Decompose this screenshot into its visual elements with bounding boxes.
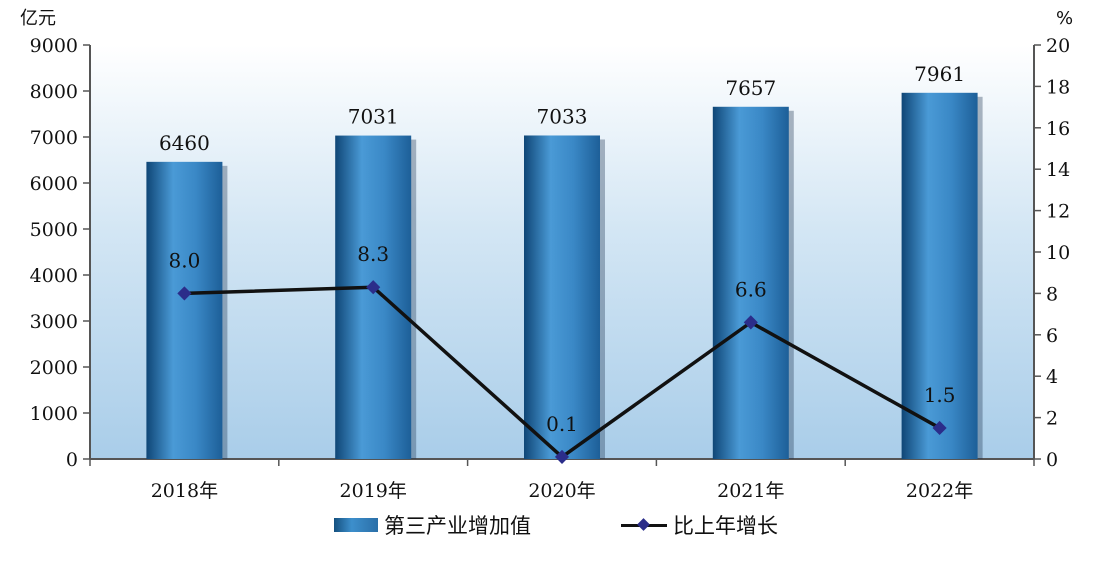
left-tick-label: 3000 xyxy=(30,311,78,333)
right-tick-label: 8 xyxy=(1046,283,1058,305)
growth-point xyxy=(932,420,947,436)
growth-point xyxy=(743,315,758,330)
left-tick-label: 0 xyxy=(66,449,78,471)
chart: 0 1000 2000 3000 4000 5000 6000 7000 8000 9000 0 2 4… xyxy=(20,8,1073,500)
right-tick-label: 2 xyxy=(1046,408,1058,430)
right-tick-label: 12 xyxy=(1046,201,1070,223)
growth-value-label: 8.3 xyxy=(357,242,389,266)
legend-bar-label: 第三产业增加值 xyxy=(384,514,531,538)
right-tick-label: 18 xyxy=(1046,76,1070,98)
right-tick-label: 20 xyxy=(1046,35,1070,57)
left-tick-label: 7000 xyxy=(30,127,78,149)
x-tick-label: 2022年 xyxy=(906,480,973,500)
bar-value-label: 7657 xyxy=(725,76,776,100)
bar-value-label: 7033 xyxy=(537,104,588,128)
bar xyxy=(146,161,223,459)
right-axis-unit: % xyxy=(1056,8,1073,29)
legend-item-bar: 第三产业增加值 xyxy=(334,510,531,540)
right-tick-label: 0 xyxy=(1046,449,1058,471)
left-tick-label: 9000 xyxy=(30,35,78,57)
growth-value-label: 8.0 xyxy=(168,248,200,272)
legend: 第三产业增加值 比上年增长 xyxy=(0,505,1112,545)
bar-value-label: 7031 xyxy=(348,105,399,129)
bar xyxy=(524,135,600,459)
bar xyxy=(335,135,412,459)
bar xyxy=(901,92,978,459)
x-tick-label: 2021年 xyxy=(717,480,784,500)
bar-value-label: 6460 xyxy=(159,131,210,155)
x-tick-label: 2019年 xyxy=(340,480,407,500)
growth-value-label: 6.6 xyxy=(735,277,767,301)
growth-value-label: 1.5 xyxy=(924,383,956,407)
left-tick-label: 8000 xyxy=(30,81,78,103)
legend-bar-swatch xyxy=(334,518,378,532)
right-tick-label: 6 xyxy=(1046,325,1058,347)
left-tick-label: 1000 xyxy=(30,403,78,425)
growth-point xyxy=(177,286,192,301)
right-tick-label: 4 xyxy=(1046,366,1058,388)
legend-item-line: 比上年增长 xyxy=(621,510,778,540)
left-tick-label: 6000 xyxy=(30,173,78,195)
data-labels: 6460 7031 7033 7657 7961 8.0 8.3 0.1 6.6 1.5 xyxy=(159,62,965,436)
growth-value-label: 0.1 xyxy=(546,412,578,436)
right-tick-label: 16 xyxy=(1046,118,1070,140)
left-axis-unit: 亿元 xyxy=(20,8,56,29)
bar-value-label: 7961 xyxy=(914,62,965,86)
bar xyxy=(712,106,789,459)
right-tick-label: 14 xyxy=(1046,159,1070,181)
left-tick-label: 5000 xyxy=(30,219,78,241)
left-tick-label: 4000 xyxy=(30,265,78,287)
growth-point xyxy=(366,280,381,295)
left-tick-label: 2000 xyxy=(30,357,78,379)
growth-line xyxy=(177,280,947,465)
growth-point xyxy=(554,449,570,465)
x-tick-label: 2020年 xyxy=(528,480,595,500)
right-tick-label: 10 xyxy=(1046,242,1070,264)
legend-line-swatch xyxy=(621,518,667,532)
legend-line-label: 比上年增长 xyxy=(673,514,778,538)
x-tick-label: 2018年 xyxy=(151,480,218,500)
bars xyxy=(146,92,983,459)
